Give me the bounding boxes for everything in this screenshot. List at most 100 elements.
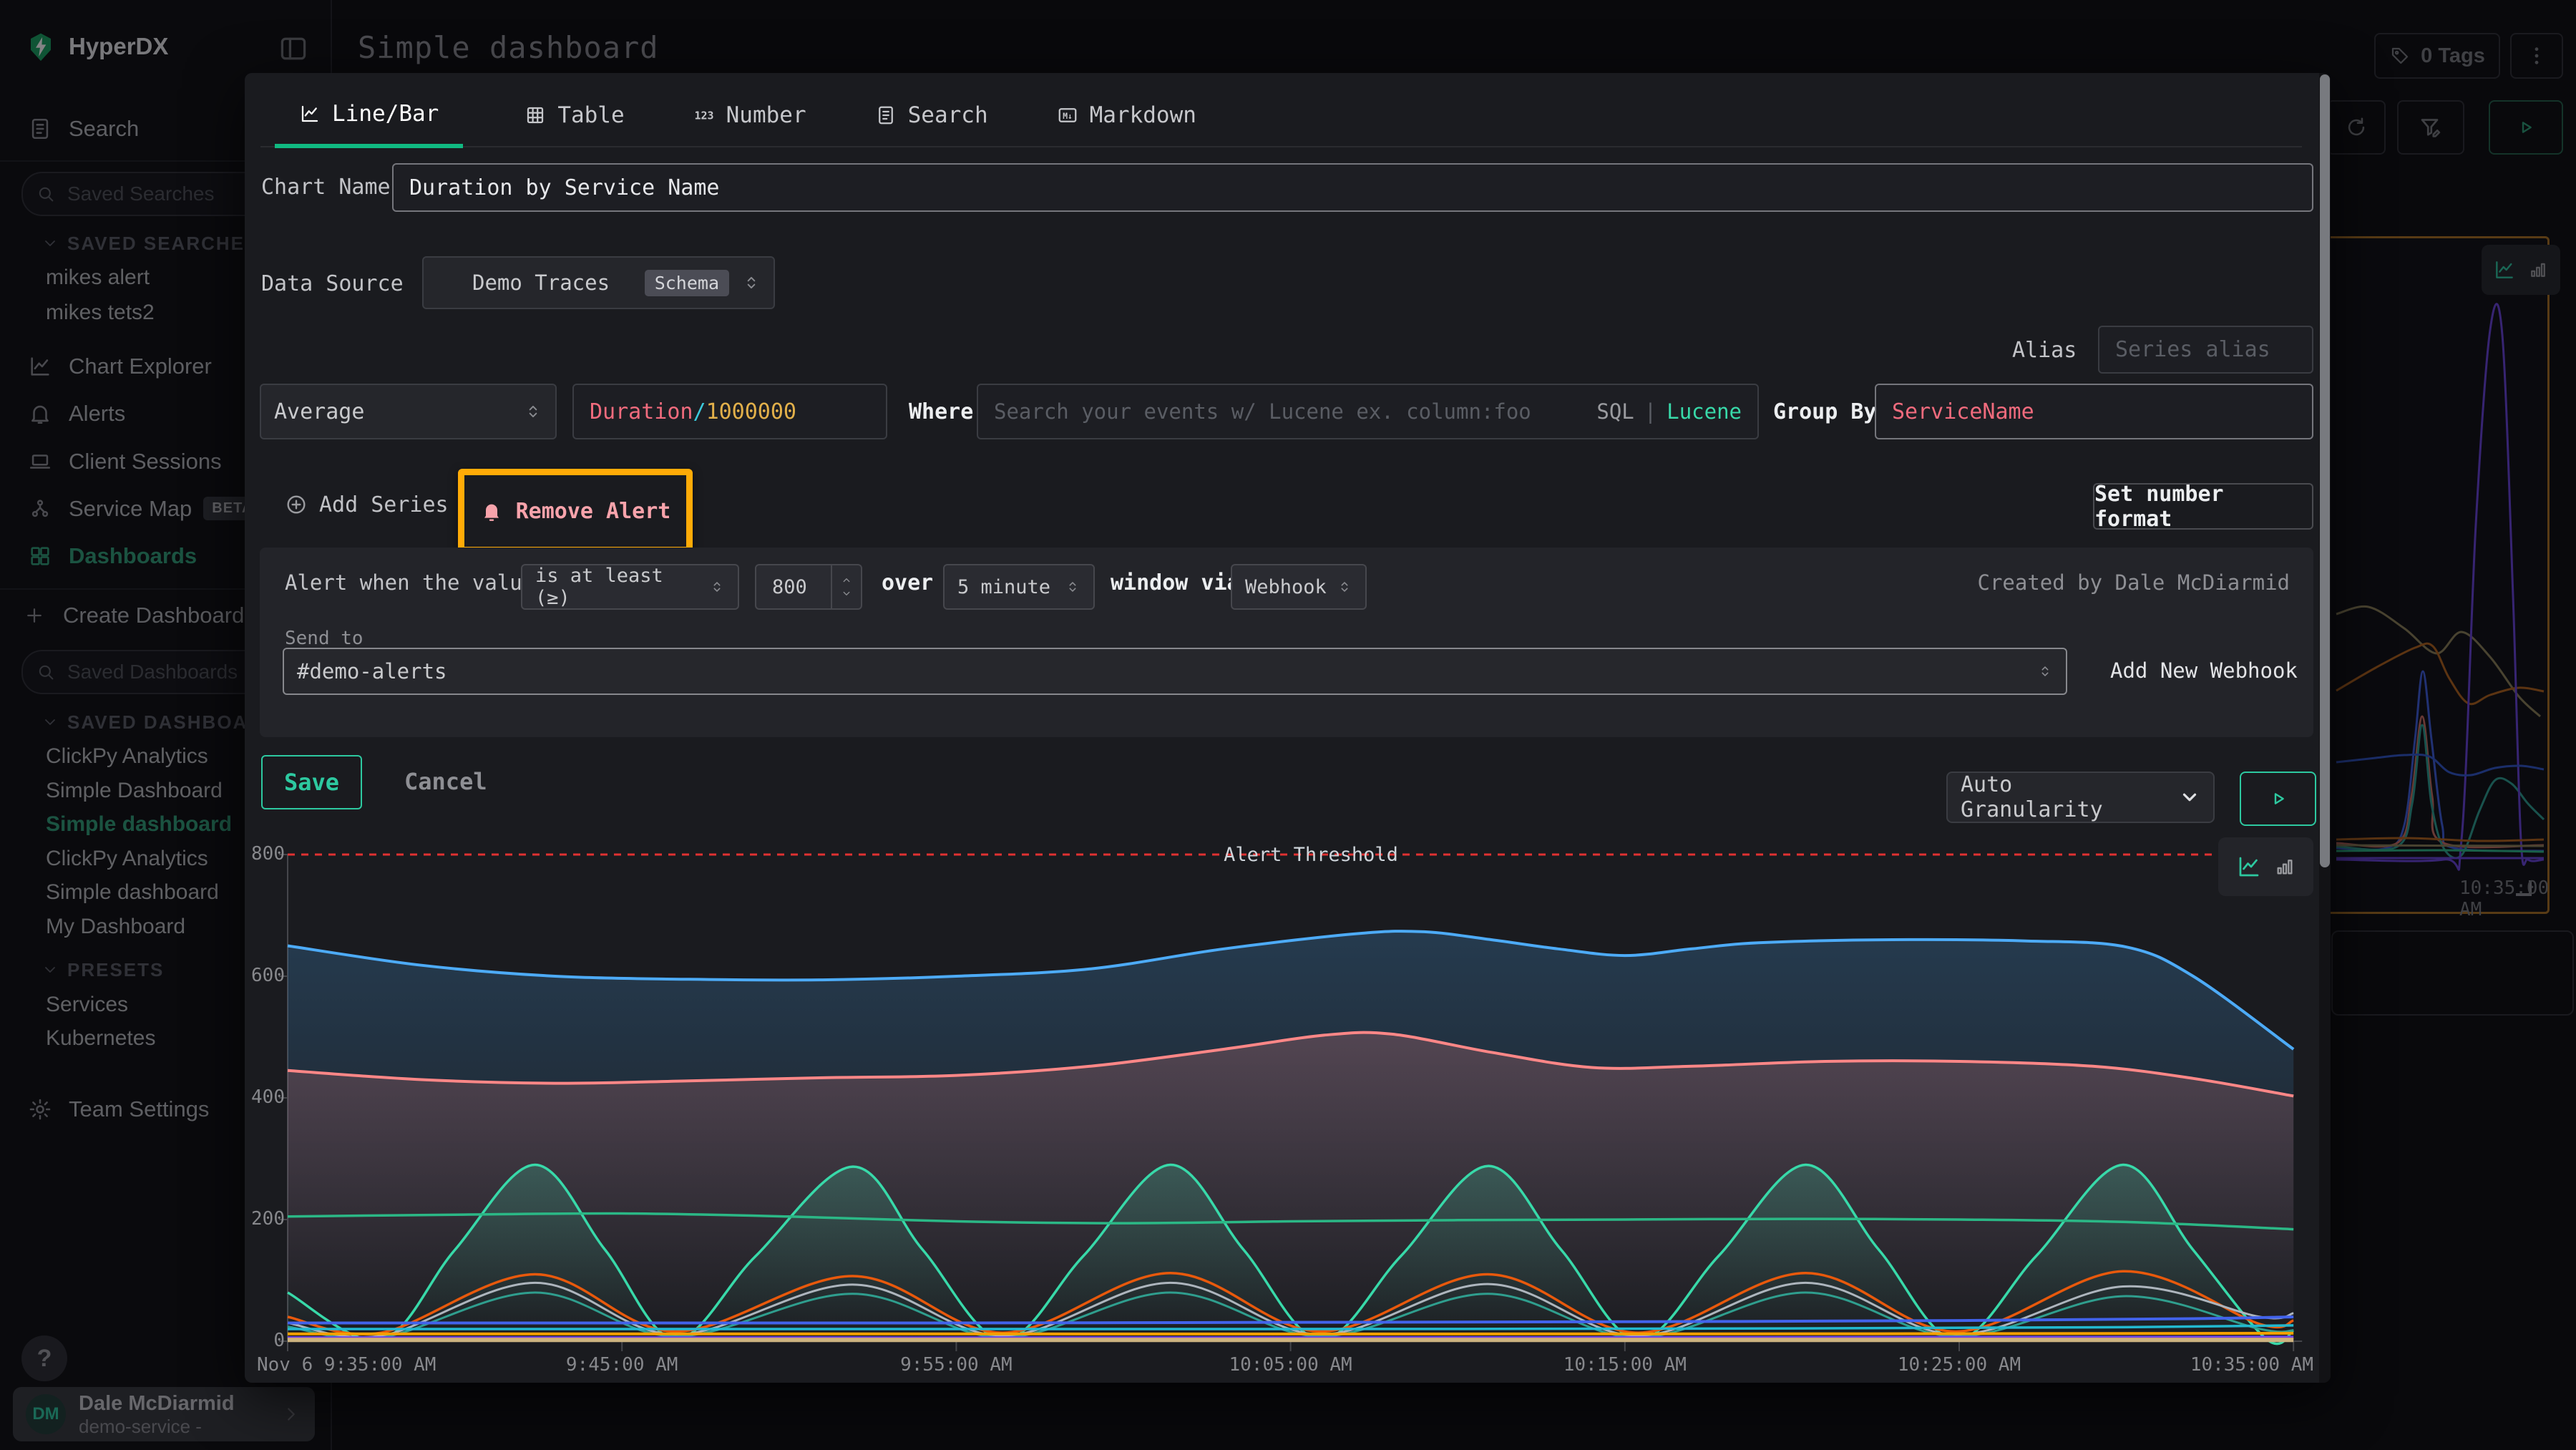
alert-condition-select[interactable]: is at least (≥) bbox=[521, 564, 739, 610]
remove-alert-label: Remove Alert bbox=[516, 499, 671, 524]
step-down-icon[interactable] bbox=[840, 587, 853, 600]
updown-chevrons-icon bbox=[524, 402, 542, 421]
step-up-icon[interactable] bbox=[840, 574, 853, 587]
send-to-label: Send to bbox=[285, 628, 364, 649]
updown-chevrons-icon bbox=[742, 273, 761, 292]
tab-label: Table bbox=[557, 102, 624, 128]
send-to-value: #demo-alerts bbox=[297, 659, 2037, 683]
tab-label: Markdown bbox=[1090, 102, 1196, 128]
field-expression-input[interactable]: Duration/1000000 bbox=[572, 384, 887, 439]
lucene-mode-button[interactable]: Lucene bbox=[1667, 399, 1742, 424]
doc-list-icon bbox=[875, 104, 897, 126]
sql-mode-button[interactable]: SQL bbox=[1596, 399, 1634, 424]
app-root: HyperDX Search SAVED SEARCHES mikes aler… bbox=[0, 0, 2576, 1450]
granularity-value: Auto Granularity bbox=[1961, 772, 2165, 822]
line-chart-icon[interactable] bbox=[2236, 854, 2262, 880]
set-number-format-button[interactable]: Set number format bbox=[2093, 483, 2313, 530]
circle-plus-icon bbox=[285, 493, 308, 516]
alias-label: Alias bbox=[2012, 338, 2077, 363]
x-tick-label: Nov 6 9:35:00 AM bbox=[257, 1354, 436, 1376]
field-name: Duration bbox=[590, 399, 693, 424]
threshold-value: 800 bbox=[772, 576, 831, 598]
window-via-label: window via bbox=[1111, 570, 1240, 595]
modal-scrollbar-track[interactable] bbox=[2319, 73, 2331, 1383]
chart-series-8 bbox=[288, 1317, 2293, 1323]
bell-icon bbox=[480, 500, 503, 522]
highlight-annotation: Remove Alert bbox=[458, 469, 693, 553]
save-button[interactable]: Save bbox=[261, 755, 362, 809]
alert-window-select[interactable]: 5 minute bbox=[943, 564, 1095, 610]
svg-text:123: 123 bbox=[694, 110, 713, 122]
chart-series-4 bbox=[288, 1213, 2293, 1229]
search-placeholder: Search your events w/ Lucene ex. column:… bbox=[994, 399, 1596, 424]
line-chart-svg: Alert Threshold bbox=[288, 823, 2341, 1388]
data-source-value: Demo Traces bbox=[472, 271, 632, 295]
chart-type-tabs: Line/Bar Table 123 Number Search M↓ Markdown bbox=[260, 84, 2302, 147]
aggregation-select[interactable]: Average bbox=[260, 384, 557, 439]
tab-number[interactable]: 123 Number bbox=[686, 85, 814, 145]
x-tick-label: 10:25:00 AM bbox=[1880, 1354, 2038, 1376]
remove-alert-button[interactable]: Remove Alert bbox=[480, 499, 671, 524]
chart-name-label: Chart Name bbox=[261, 175, 391, 200]
tab-table[interactable]: Table bbox=[517, 85, 631, 145]
updown-chevrons-icon bbox=[2037, 663, 2053, 679]
tab-search[interactable]: Search bbox=[868, 85, 995, 145]
x-tick-label: 9:45:00 AM bbox=[543, 1354, 701, 1376]
window-value: 5 minute bbox=[957, 576, 1065, 598]
svg-text:M↓: M↓ bbox=[1063, 112, 1073, 121]
group-by-input[interactable]: ServiceName bbox=[1875, 384, 2313, 439]
tab-markdown[interactable]: M↓ Markdown bbox=[1050, 85, 1204, 145]
where-label: Where bbox=[909, 399, 973, 424]
alert-channel-select[interactable]: Webhook bbox=[1231, 564, 1367, 610]
number-stepper[interactable] bbox=[831, 565, 861, 608]
alias-placeholder: Series alias bbox=[2115, 337, 2270, 362]
send-to-select[interactable]: #demo-alerts bbox=[283, 648, 2067, 695]
x-tick-label: 9:55:00 AM bbox=[877, 1354, 1035, 1376]
data-source-select[interactable]: Demo Traces Schema bbox=[422, 256, 775, 309]
y-tick-label: 0 bbox=[245, 1330, 285, 1351]
chart-name-value: Duration by Service Name bbox=[409, 175, 719, 200]
updown-chevrons-icon bbox=[709, 579, 725, 595]
modal-scrollbar-thumb[interactable] bbox=[2320, 74, 2330, 867]
alias-input[interactable]: Series alias bbox=[2098, 326, 2313, 374]
tab-label: Number bbox=[726, 102, 806, 128]
y-tick-label: 800 bbox=[245, 843, 285, 865]
add-series-button[interactable]: Add Series bbox=[285, 487, 449, 522]
y-tick-label: 400 bbox=[245, 1086, 285, 1108]
tab-label: Search bbox=[908, 102, 988, 128]
updown-chevrons-icon bbox=[1065, 579, 1080, 595]
add-new-webhook-button[interactable]: Add New Webhook bbox=[2110, 658, 2298, 683]
chart-name-input[interactable]: Duration by Service Name bbox=[392, 163, 2313, 212]
play-icon bbox=[2267, 787, 2290, 810]
line-chart-icon bbox=[299, 103, 321, 125]
x-tick-label: 10:35:00 AM bbox=[2190, 1354, 2313, 1376]
data-source-label: Data Source bbox=[261, 271, 404, 296]
tab-line-bar[interactable]: Line/Bar bbox=[275, 84, 463, 148]
field-slash: / bbox=[693, 399, 706, 424]
chart-type-toggle[interactable] bbox=[2218, 837, 2313, 896]
created-by-label: Created by Dale McDiarmid bbox=[1978, 570, 2290, 595]
condition-value: is at least (≥) bbox=[535, 565, 709, 609]
cancel-button[interactable]: Cancel bbox=[404, 768, 487, 795]
aggregation-value: Average bbox=[274, 399, 524, 424]
markdown-icon: M↓ bbox=[1057, 104, 1078, 126]
y-tick-label: 200 bbox=[245, 1208, 285, 1230]
database-icon bbox=[436, 271, 459, 294]
channel-value: Webhook bbox=[1245, 576, 1337, 598]
alert-threshold-input[interactable]: 800 bbox=[755, 564, 862, 610]
event-search-input[interactable]: Search your events w/ Lucene ex. column:… bbox=[977, 384, 1759, 439]
group-by-value: ServiceName bbox=[1892, 399, 2034, 424]
updown-chevrons-icon bbox=[1337, 579, 1352, 595]
x-tick-label: 10:05:00 AM bbox=[1212, 1354, 1370, 1376]
chart-series-10 bbox=[288, 1333, 2293, 1334]
chevron-down-icon bbox=[2179, 787, 2200, 808]
granularity-select[interactable]: Auto Granularity bbox=[1946, 772, 2215, 823]
chart-series-1 bbox=[288, 931, 2293, 1049]
save-label: Save bbox=[284, 769, 339, 796]
chart-series-11 bbox=[288, 1337, 2293, 1338]
chart-series-9 bbox=[288, 1325, 2293, 1329]
bar-chart-icon[interactable] bbox=[2273, 855, 2296, 878]
run-chart-button[interactable] bbox=[2240, 772, 2316, 826]
schema-badge: Schema bbox=[645, 270, 729, 296]
edit-chart-modal: Line/Bar Table 123 Number Search M↓ Markdown C… bbox=[245, 73, 2331, 1383]
